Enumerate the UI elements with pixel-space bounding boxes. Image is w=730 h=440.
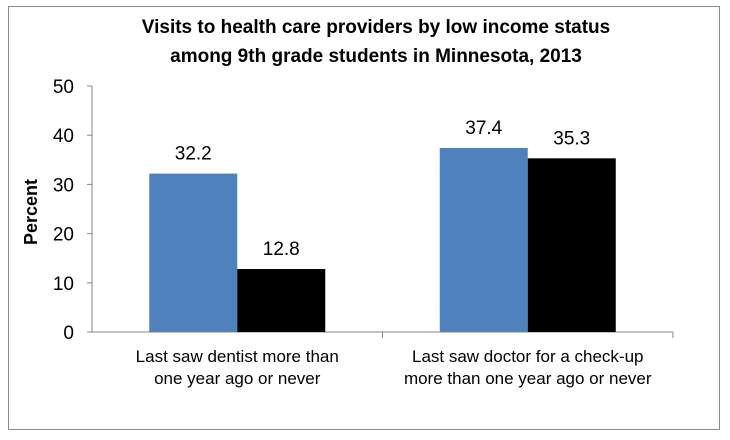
y-tick-label: 0 [63, 323, 74, 344]
chart-title-line-1: Visits to health care providers by low i… [142, 17, 610, 38]
category-labels: Last saw dentist more than one year ago o… [136, 347, 652, 388]
category-label: one year ago or never [154, 369, 321, 388]
y-tick-label: 20 [53, 225, 74, 246]
category-label: more than one year ago or never [404, 369, 652, 388]
y-tick-label: 40 [53, 126, 74, 147]
chart-title-line-2: among 9th grade students in Minnesota, 2… [170, 46, 582, 67]
y-axis-label: Percent [21, 179, 41, 245]
bar [149, 173, 238, 332]
y-tick-label: 50 [53, 77, 74, 98]
category-label: Last saw dentist more than [136, 347, 339, 366]
bar [527, 158, 616, 332]
category-label: Last saw doctor for a check-up [412, 347, 644, 366]
bars [149, 147, 616, 332]
y-tick-label: 10 [53, 274, 74, 295]
data-labels: 32.2 12.8 37.4 35.3 [175, 118, 590, 260]
data-label: 37.4 [465, 118, 502, 139]
bar [439, 147, 528, 332]
bar [237, 269, 326, 332]
data-label: 32.2 [175, 144, 212, 165]
y-tick-labels: 0 10 20 30 40 50 [53, 77, 74, 344]
y-tick-label: 30 [53, 175, 74, 196]
data-label: 12.8 [263, 239, 300, 260]
data-label: 35.3 [553, 128, 590, 149]
